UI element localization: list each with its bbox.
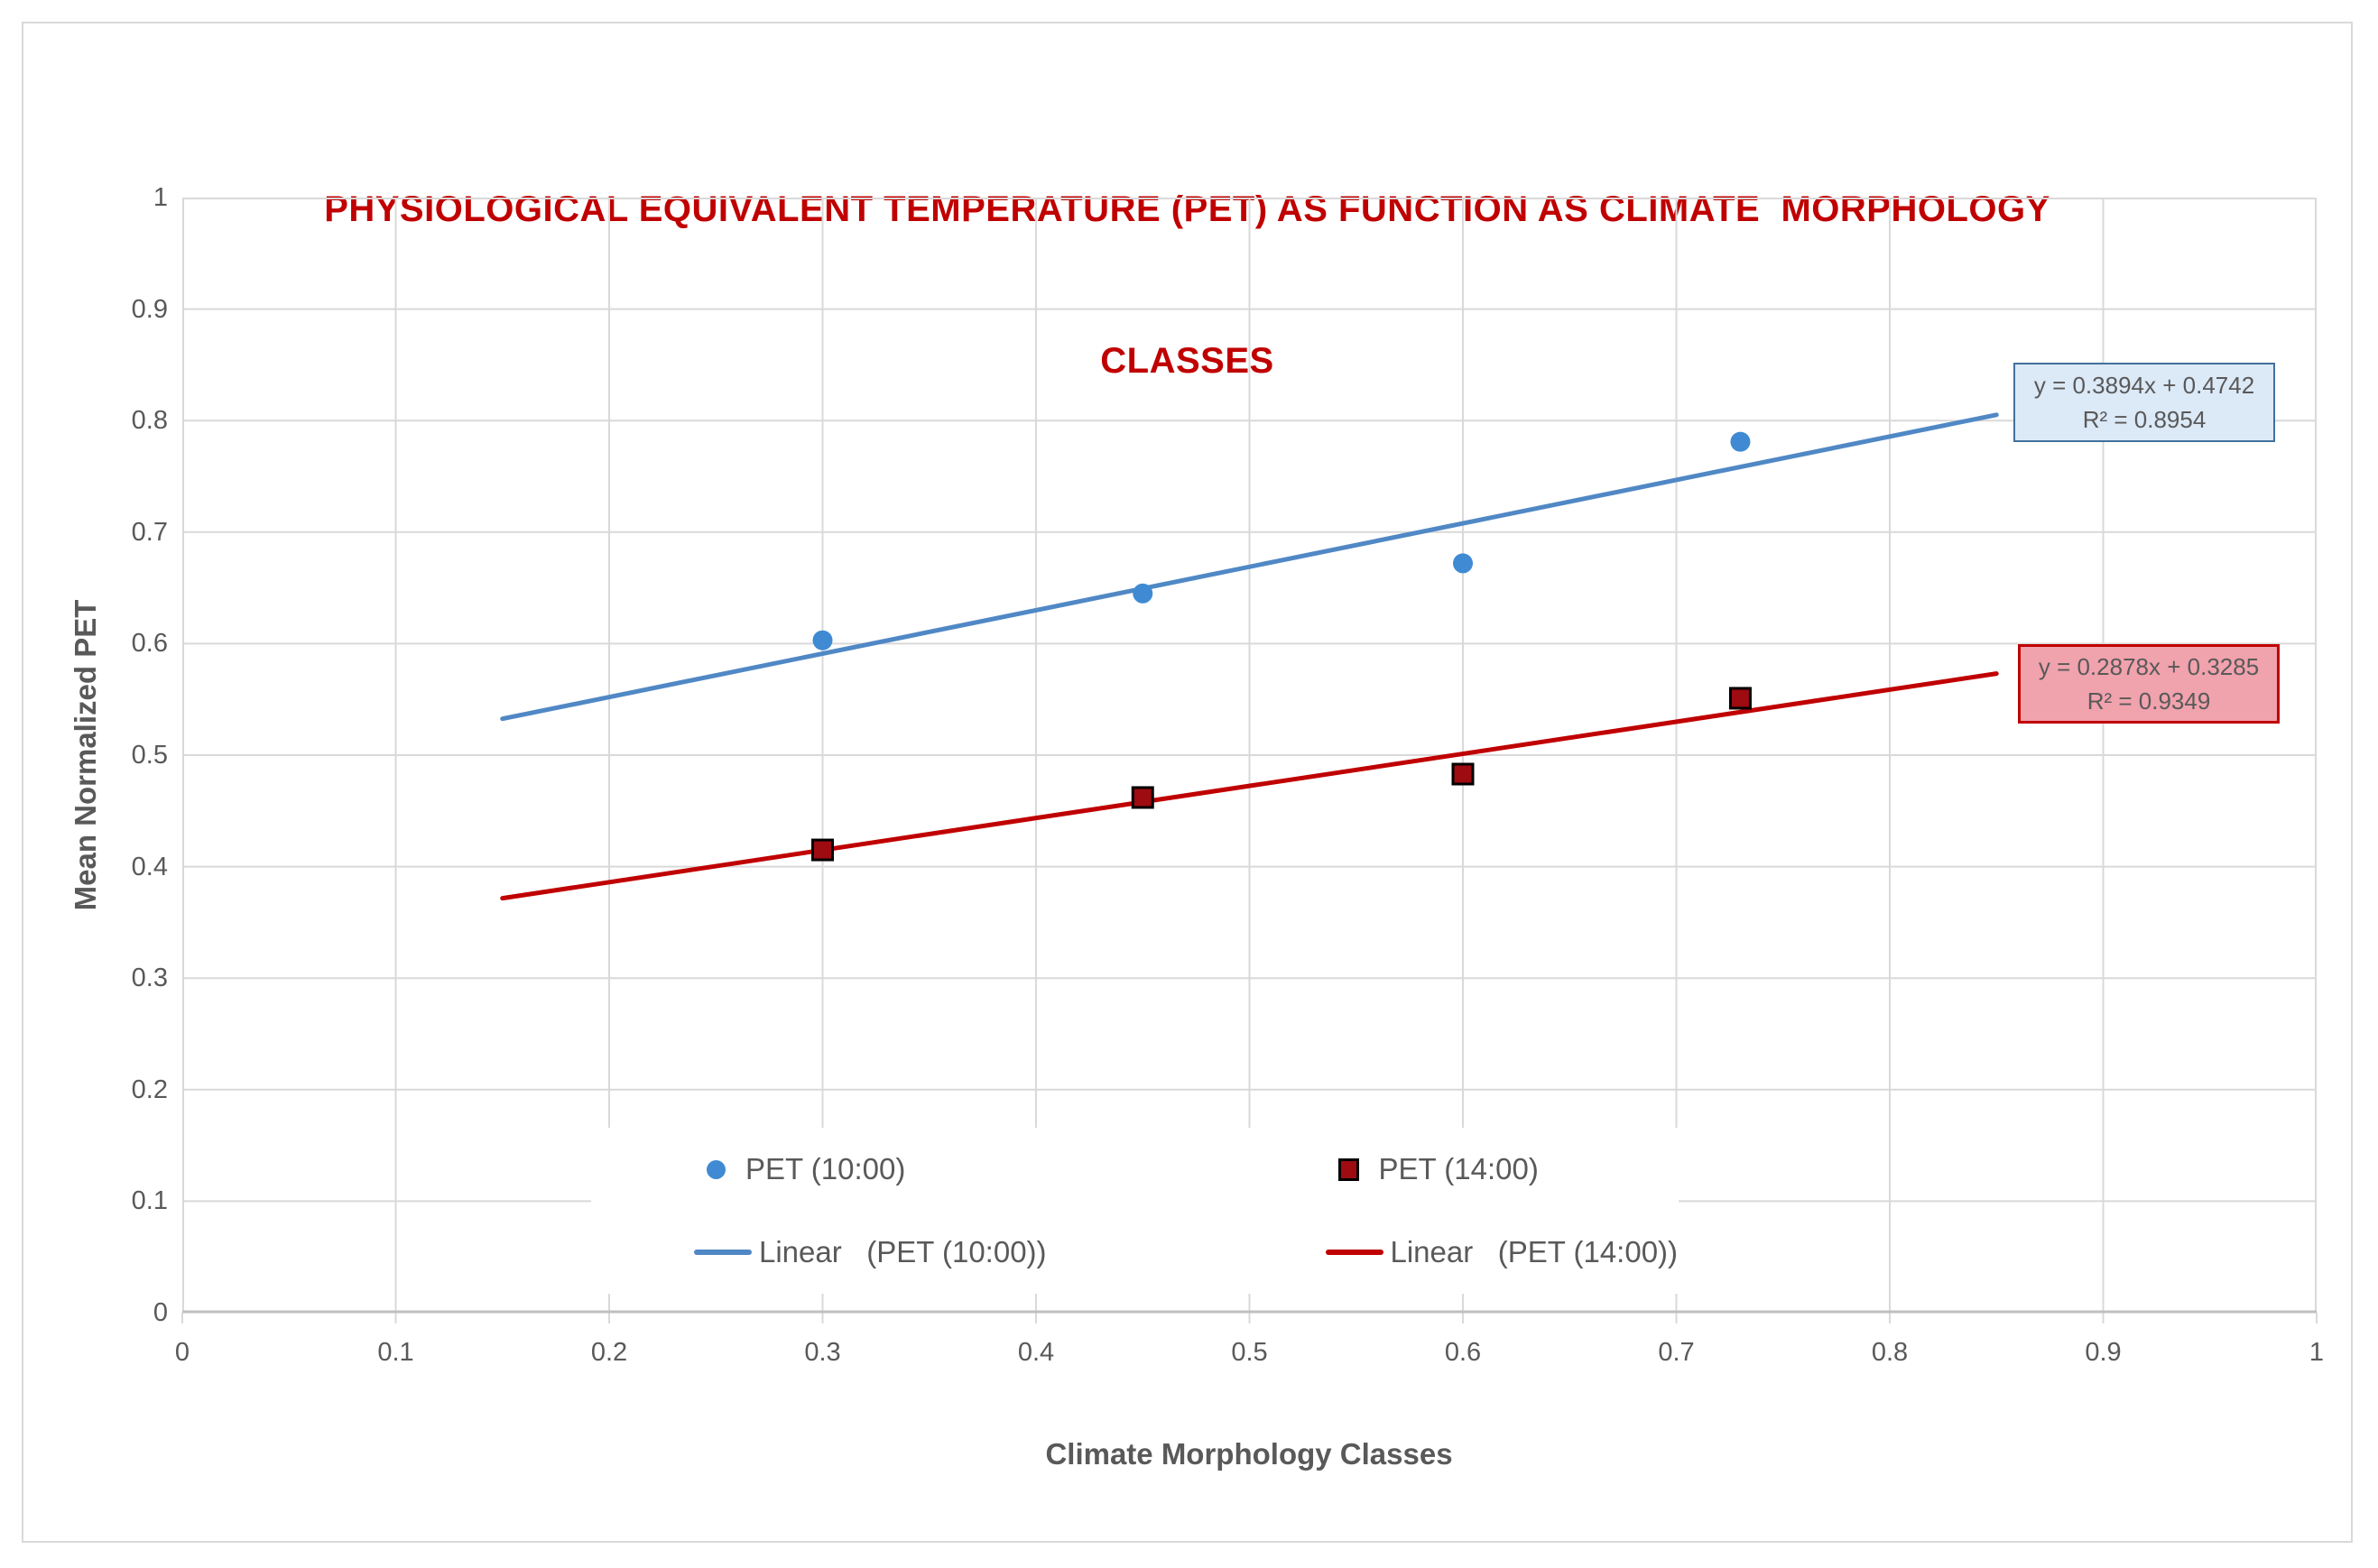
legend-item-linear-pet14: Linear (PET (14:00)) (1135, 1211, 1679, 1294)
y-tick-label: 0.8 (131, 406, 168, 436)
chart-title-line-2: CLASSES (1100, 341, 1274, 381)
equation-box-pet10: y = 0.3894x + 0.4742 R² = 0.8954 (2013, 363, 2275, 442)
x-tick-label: 0.9 (2085, 1338, 2122, 1367)
x-tick-label: 0.2 (590, 1338, 628, 1367)
equation-pet14: y = 0.2878x + 0.3285 (2038, 653, 2260, 680)
equation-pet10: y = 0.3894x + 0.4742 (2033, 372, 2255, 399)
x-tick-label: 0.6 (1444, 1338, 1482, 1367)
legend-label-linear-pet10: Linear (PET (10:00)) (759, 1235, 1047, 1268)
x-tick-label: 0.3 (804, 1338, 841, 1367)
legend-label-pet14: PET (14:00) (1378, 1152, 1539, 1185)
r2-pet14: R² = 0.9349 (2087, 687, 2211, 715)
chart-title-line-1: PHYSIOLOGICAL EQUIVALENT TEMPERATURE (PE… (324, 189, 2050, 229)
legend-label-linear-pet14: Linear (PET (14:00)) (1390, 1235, 1679, 1268)
x-axis-title: Climate Morphology Classes (1045, 1437, 1453, 1471)
y-axis-title: Mean Normalized PET (69, 599, 102, 911)
x-tick-label: 0 (174, 1338, 190, 1367)
y-tick-label: 0.6 (131, 629, 168, 659)
y-tick-label: 0.9 (131, 294, 168, 324)
y-tick-label: 0 (153, 1298, 168, 1327)
legend-marker-trend-0 (694, 1250, 752, 1255)
legend-marker-series-1 (1337, 1158, 1359, 1181)
legend-item-pet10: PET (10:00) (591, 1128, 1135, 1211)
plot-grid (181, 198, 2318, 1324)
chart-title: PHYSIOLOGICAL EQUIVALENT TEMPERATURE (PE… (23, 83, 2351, 487)
x-tick-label: 0.4 (1017, 1338, 1055, 1367)
x-tick-label: 0.8 (1871, 1338, 1909, 1367)
x-tick-label: 0.1 (377, 1338, 414, 1367)
legend-label-pet10: PET (10:00) (745, 1152, 906, 1185)
legend-item-linear-pet10: Linear (PET (10:00)) (591, 1211, 1135, 1294)
y-tick-label: 0.5 (131, 741, 168, 770)
legend-marker-trend-1 (1325, 1250, 1383, 1255)
x-tick-label: 1 (2309, 1338, 2325, 1367)
y-tick-label: 0.3 (131, 964, 168, 993)
legend-marker-series-0 (707, 1159, 726, 1179)
y-tick-label: 1 (153, 183, 168, 212)
legend: PET (10:00) PET (14:00) Linear (PET (10:… (591, 1128, 1679, 1294)
y-tick-label: 0.1 (131, 1186, 168, 1216)
y-tick-label: 0.2 (131, 1075, 168, 1104)
x-tick-label: 0.5 (1231, 1338, 1268, 1367)
equation-box-pet14: y = 0.2878x + 0.3285 R² = 0.9349 (2018, 644, 2280, 724)
y-tick-label: 0.4 (131, 852, 168, 881)
x-tick-label: 0.7 (1658, 1338, 1695, 1367)
y-tick-label: 0.7 (131, 517, 168, 547)
r2-pet10: R² = 0.8954 (2082, 406, 2207, 433)
legend-item-pet14: PET (14:00) (1135, 1128, 1679, 1211)
